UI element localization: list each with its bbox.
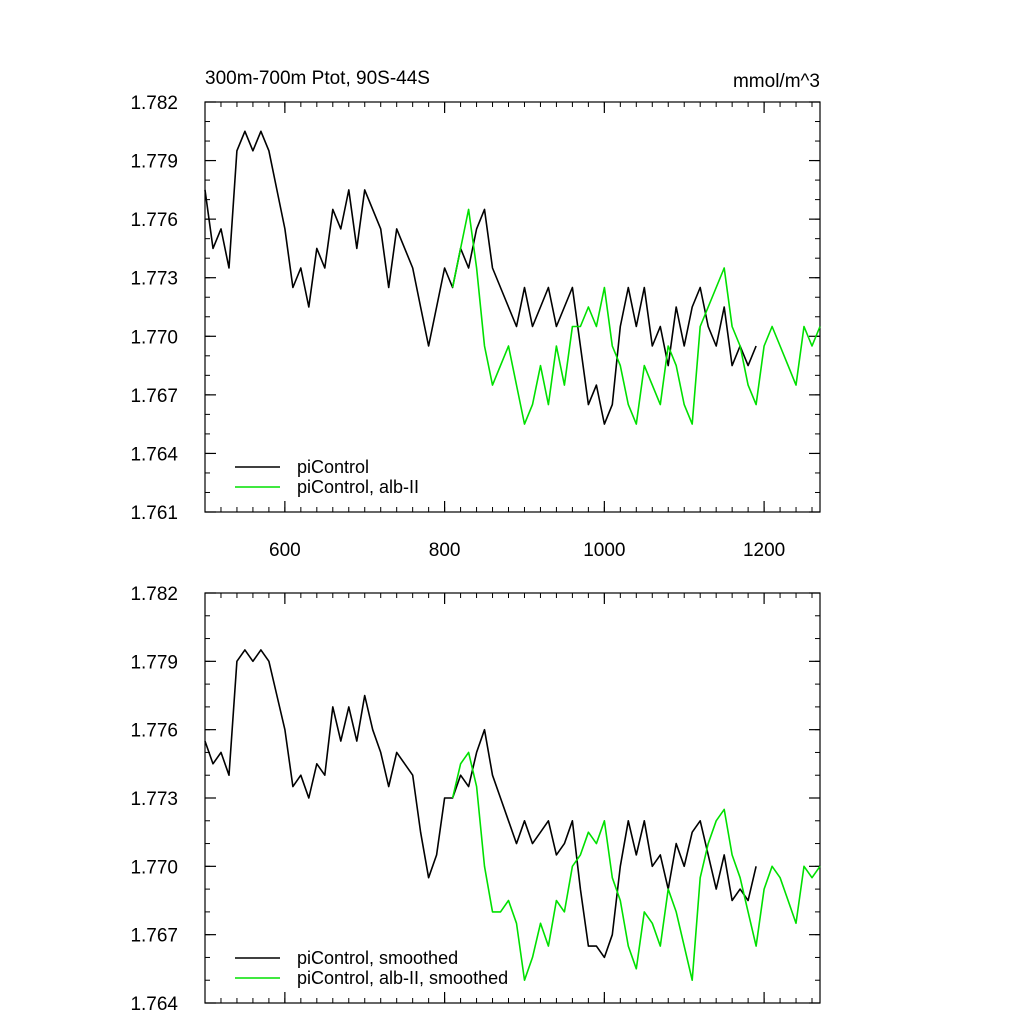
y-tick-label: 1.773	[130, 789, 178, 810]
y-tick-label: 1.782	[130, 93, 178, 114]
y-tick-label: 1.767	[130, 386, 178, 407]
y-tick-label: 1.764	[130, 994, 178, 1015]
y-tick-label: 1.770	[130, 327, 178, 348]
y-tick-label: 1.767	[130, 926, 178, 947]
legend-label: piControl	[297, 457, 369, 477]
x-tick-label: 1200	[743, 540, 785, 561]
y-tick-label: 1.782	[130, 584, 178, 605]
y-tick-label: 1.770	[130, 857, 178, 878]
series-line-black	[204, 649, 757, 959]
plot-frame	[204, 101, 821, 513]
y-tick-label: 1.776	[130, 210, 178, 231]
legend-label: piControl, alb-II, smoothed	[297, 968, 508, 988]
panel-bottom: 1.764 1.767 1.770 1.773 1.776 1.779 1.782 piCon…	[130, 584, 821, 1015]
x-tick-label: 800	[429, 540, 461, 561]
x-tick-label: 600	[269, 540, 301, 561]
chart-title: 300m-700m Ptot, 90S-44S	[205, 68, 430, 89]
x-tick-label: 1000	[583, 540, 625, 561]
series-line-green	[451, 751, 821, 982]
y-tick-label: 1.764	[130, 444, 178, 465]
series-line-green	[451, 208, 821, 425]
y-tick-label: 1.779	[130, 152, 178, 173]
units-label: mmol/m^3	[733, 71, 820, 92]
panel-top: 300m-700m Ptot, 90S-44S mmol/m^3 1.761 1.…	[130, 68, 821, 561]
y-tick-label: 1.761	[130, 503, 178, 524]
legend-label: piControl, alb-II	[297, 477, 419, 497]
y-tick-label: 1.779	[130, 652, 178, 673]
y-tick-label: 1.776	[130, 721, 178, 742]
y-tick-label: 1.773	[130, 269, 178, 290]
plot-frame	[204, 592, 821, 1004]
series-line-black	[204, 130, 757, 425]
legend-label: piControl, smoothed	[297, 948, 458, 968]
